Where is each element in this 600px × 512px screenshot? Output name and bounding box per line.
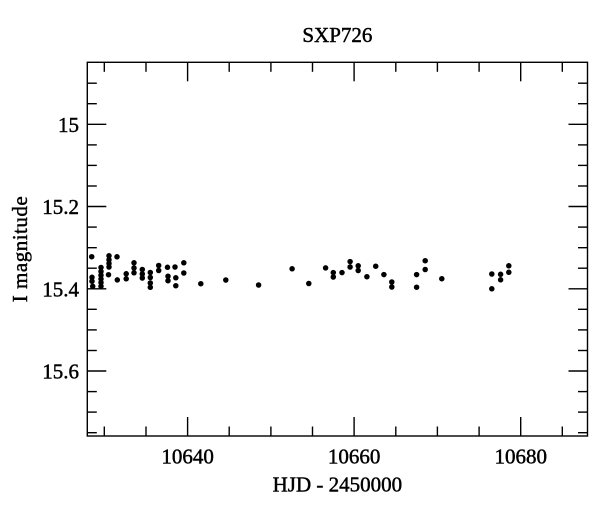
- svg-text:I magnitude: I magnitude: [8, 196, 32, 302]
- svg-text:10660: 10660: [328, 445, 381, 469]
- svg-text:15.6: 15.6: [42, 360, 79, 384]
- svg-text:15: 15: [58, 113, 79, 137]
- svg-text:15.4: 15.4: [42, 278, 79, 302]
- svg-text:10680: 10680: [494, 445, 547, 469]
- svg-text:15.2: 15.2: [42, 195, 79, 219]
- svg-text:10640: 10640: [161, 445, 214, 469]
- svg-text:SXP726: SXP726: [302, 23, 372, 47]
- svg-text:HJD - 2450000: HJD - 2450000: [273, 473, 403, 497]
